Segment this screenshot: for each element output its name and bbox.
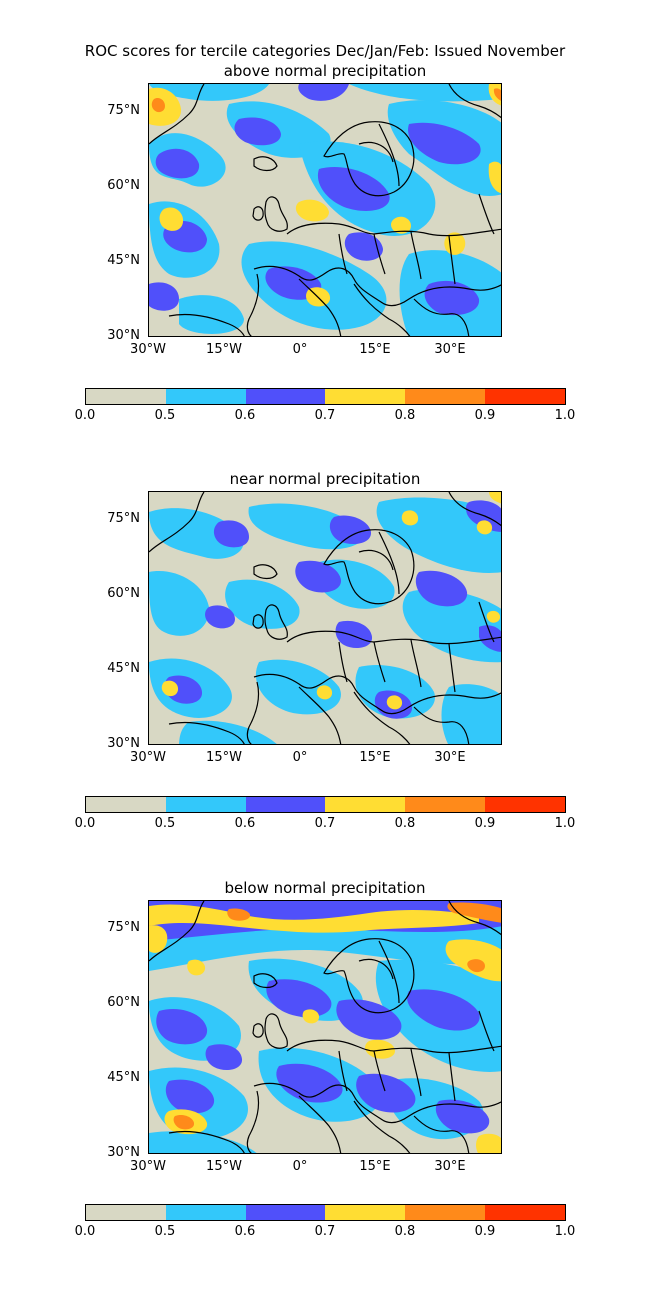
- panel-1-xtick-30w: 30°W: [130, 342, 166, 357]
- colorbar-label: 0.8: [394, 408, 416, 423]
- panel-3-ytick-30n: 30°N: [107, 1145, 140, 1160]
- panel-3-xtick-30e: 30°E: [434, 1159, 466, 1174]
- colorbar-segment: [405, 797, 486, 812]
- panel-2-ytick-30n: 30°N: [107, 736, 140, 751]
- colorbar-segment: [165, 1205, 246, 1220]
- panel-1-ytick-45n: 45°N: [107, 253, 140, 268]
- panel-3-xtick-15e: 15°E: [359, 1159, 391, 1174]
- colorbar-segment: [86, 389, 166, 404]
- colorbar-segment: [165, 389, 246, 404]
- panel-1-xtick-15w: 15°W: [206, 342, 242, 357]
- colorbar-label: 0.5: [154, 816, 176, 831]
- panel-2-colorbar: [85, 796, 566, 813]
- colorbar-segment: [325, 797, 406, 812]
- colorbar-segment: [325, 389, 406, 404]
- colorbar-segment: [485, 1205, 565, 1220]
- colorbar-label: 0.6: [234, 816, 256, 831]
- panel-2-xtick-30e: 30°E: [434, 750, 466, 765]
- panel-3-ytick-75n: 75°N: [107, 920, 140, 935]
- colorbar-label: 0.6: [234, 1224, 256, 1239]
- colorbar-segment: [245, 797, 326, 812]
- colorbar-label: 0.9: [474, 816, 496, 831]
- panel-3-xtick-0: 0°: [292, 1159, 308, 1174]
- panel-2-field: [149, 492, 501, 744]
- colorbar-label: 0.5: [154, 1224, 176, 1239]
- panel-1-xtick-15e: 15°E: [359, 342, 391, 357]
- panel-2-ytick-45n: 45°N: [107, 661, 140, 676]
- colorbar-label: 0.8: [394, 816, 416, 831]
- panel-1-xtick-30e: 30°E: [434, 342, 466, 357]
- panel-1-field: [149, 84, 501, 336]
- colorbar-label: 1.0: [554, 816, 576, 831]
- colorbar-label: 1.0: [554, 408, 576, 423]
- panel-2-xtick-30w: 30°W: [130, 750, 166, 765]
- colorbar-label: 0.8: [394, 1224, 416, 1239]
- panel-3-xtick-30w: 30°W: [130, 1159, 166, 1174]
- panel-2-xtick-15w: 15°W: [206, 750, 242, 765]
- figure-title: ROC scores for tercile categories Dec/Ja…: [84, 42, 566, 60]
- colorbar-label: 0.5: [154, 408, 176, 423]
- panel-3-field: [149, 901, 501, 1153]
- colorbar-segment: [165, 797, 246, 812]
- colorbar-segment: [86, 1205, 166, 1220]
- panel-2-title: near normal precipitation: [229, 470, 421, 488]
- colorbar-segment: [485, 797, 565, 812]
- panel-3-xtick-15w: 15°W: [206, 1159, 242, 1174]
- colorbar-label: 0.9: [474, 1224, 496, 1239]
- panel-3-map: [148, 900, 502, 1154]
- panel-1-title: above normal precipitation: [223, 62, 427, 80]
- panel-1-xtick-0: 0°: [292, 342, 308, 357]
- colorbar-segment: [86, 797, 166, 812]
- colorbar-label: 1.0: [554, 1224, 576, 1239]
- colorbar-label: 0.7: [314, 816, 336, 831]
- colorbar-segment: [325, 1205, 406, 1220]
- colorbar-segment: [405, 1205, 486, 1220]
- panel-2-map: [148, 491, 502, 745]
- panel-1-ytick-60n: 60°N: [107, 178, 140, 193]
- panel-2-ytick-75n: 75°N: [107, 511, 140, 526]
- colorbar-segment: [485, 389, 565, 404]
- colorbar-label: 0.0: [74, 816, 96, 831]
- colorbar-segment: [245, 1205, 326, 1220]
- panel-2-xtick-15e: 15°E: [359, 750, 391, 765]
- colorbar-label: 0.0: [74, 408, 96, 423]
- panel-3-colorbar: [85, 1204, 566, 1221]
- colorbar-label: 0.6: [234, 408, 256, 423]
- panel-1-map: [148, 83, 502, 337]
- colorbar-segment: [245, 389, 326, 404]
- panel-2-ytick-60n: 60°N: [107, 586, 140, 601]
- colorbar-segment: [405, 389, 486, 404]
- panel-3-ytick-45n: 45°N: [107, 1070, 140, 1085]
- panel-3-title: below normal precipitation: [224, 879, 426, 897]
- colorbar-label: 0.9: [474, 408, 496, 423]
- panel-2-xtick-0: 0°: [292, 750, 308, 765]
- panel-1-ytick-75n: 75°N: [107, 103, 140, 118]
- panel-3-ytick-60n: 60°N: [107, 995, 140, 1010]
- colorbar-label: 0.0: [74, 1224, 96, 1239]
- colorbar-label: 0.7: [314, 1224, 336, 1239]
- panel-1-colorbar: [85, 388, 566, 405]
- panel-1-ytick-30n: 30°N: [107, 328, 140, 343]
- colorbar-label: 0.7: [314, 408, 336, 423]
